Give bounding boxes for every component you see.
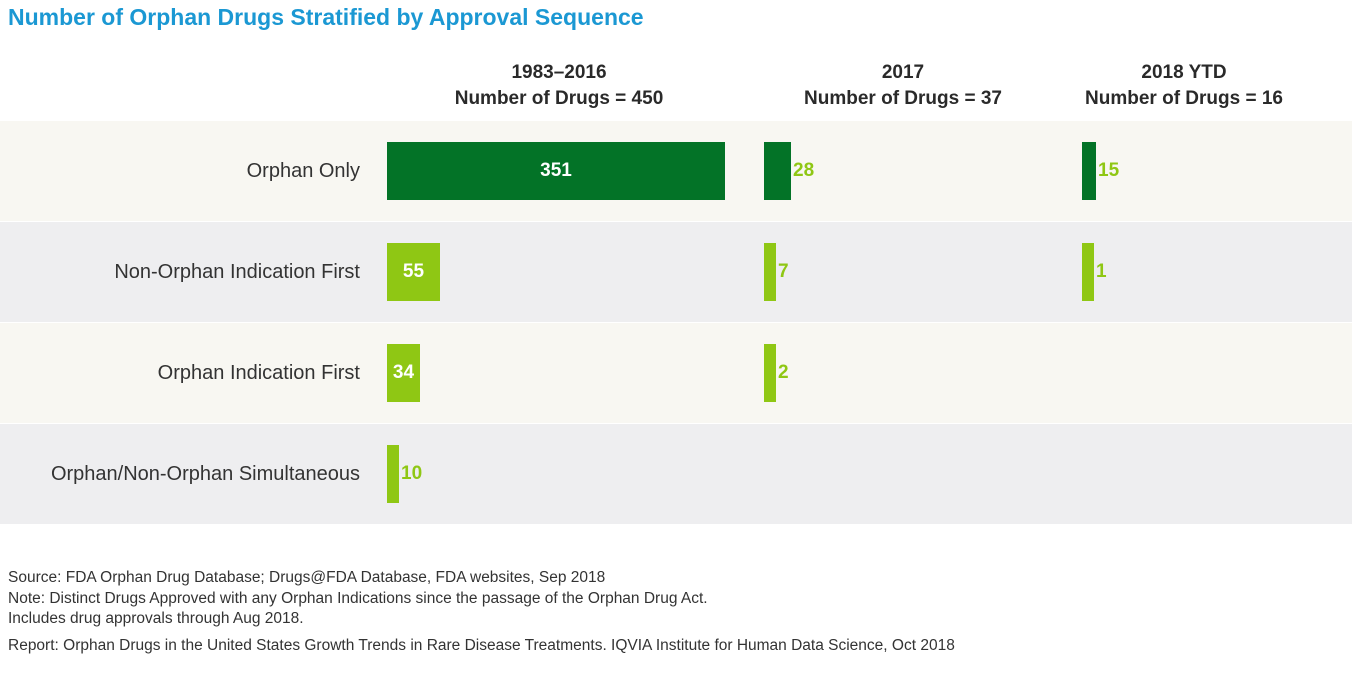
- bar: [764, 243, 776, 301]
- bar: [387, 142, 725, 200]
- category-label: Orphan Indication First: [157, 362, 360, 384]
- category-label: Non-Orphan Indication First: [114, 261, 360, 283]
- column-count: Number of Drugs = 37: [804, 88, 1002, 109]
- report-note: Report: Orphan Drugs in the United State…: [8, 636, 955, 654]
- row-band: [0, 424, 1352, 524]
- column-count: Number of Drugs = 16: [1085, 88, 1283, 109]
- column-header-2018-ytd: 2018 YTD Number of Drugs = 16: [1024, 60, 1344, 112]
- bar-value-label: 15: [1098, 160, 1120, 181]
- note: Note: Distinct Drugs Approved with any O…: [8, 589, 708, 607]
- footnotes: Source: FDA Orphan Drug Database; Drugs@…: [8, 568, 955, 656]
- bar-value-label: 10: [401, 463, 423, 484]
- column-period: 2017: [881, 62, 925, 83]
- bar-value-label: 2: [778, 362, 789, 383]
- bar-value-label: 28: [793, 160, 815, 181]
- row-band: [0, 222, 1352, 322]
- includes-note: Includes drug approvals through Aug 2018…: [8, 610, 304, 627]
- bar-value-label: 1: [1096, 261, 1107, 282]
- category-label: Orphan Only: [246, 160, 360, 182]
- bar: [1082, 142, 1096, 200]
- column-period: 1983–2016: [511, 62, 607, 83]
- column-header-2017: 2017 Number of Drugs = 37: [743, 60, 1063, 112]
- row-band: [0, 323, 1352, 423]
- bar-value-label: 351: [540, 160, 572, 181]
- bar-value-label: 55: [402, 261, 425, 282]
- bar: [764, 344, 776, 402]
- source-note: Source: FDA Orphan Drug Database; Drugs@…: [8, 569, 606, 586]
- chart-title: Number of Orphan Drugs Stratified by App…: [8, 4, 644, 30]
- bar-value-label: 34: [392, 362, 415, 383]
- bar: [387, 445, 399, 503]
- bar: [387, 243, 440, 301]
- bar: [764, 142, 791, 200]
- column-period: 2018 YTD: [1141, 62, 1227, 83]
- column-header-1983-2016: 1983–2016 Number of Drugs = 450: [399, 60, 719, 112]
- bar: [1082, 243, 1094, 301]
- category-label: Orphan/Non-Orphan Simultaneous: [50, 463, 360, 485]
- bar: [387, 344, 420, 402]
- bar-value-label: 7: [778, 261, 789, 282]
- column-count: Number of Drugs = 450: [454, 88, 664, 109]
